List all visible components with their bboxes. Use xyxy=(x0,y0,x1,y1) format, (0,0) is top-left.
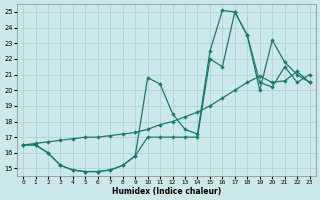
X-axis label: Humidex (Indice chaleur): Humidex (Indice chaleur) xyxy=(112,187,221,196)
